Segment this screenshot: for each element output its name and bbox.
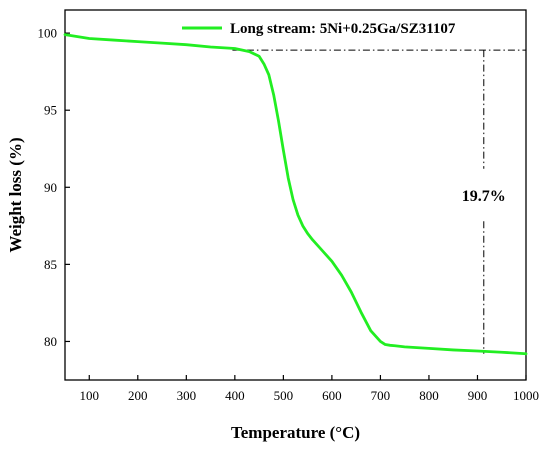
- annotation-label: 19.7%: [462, 188, 506, 205]
- y-tick-label: 95: [44, 103, 57, 118]
- x-axis-ticks: 100 200 300 400 500 600 700 800 900 1000: [80, 375, 539, 403]
- plot-frame: [64, 9, 527, 381]
- series-line: [63, 33, 528, 356]
- x-tick-label: 1000: [513, 388, 539, 403]
- y-tick-label: 90: [44, 180, 57, 195]
- x-tick-label: 100: [80, 388, 100, 403]
- x-tick-label: 600: [322, 388, 342, 403]
- x-tick-label: 900: [468, 388, 488, 403]
- y-axis-ticks: 80 85 90 95 100: [38, 26, 70, 349]
- x-tick-label: 700: [371, 388, 391, 403]
- x-tick-label: 400: [225, 388, 245, 403]
- x-axis-title: Temperature (°C): [231, 423, 360, 442]
- x-tick-label: 500: [274, 388, 294, 403]
- legend-label: Long stream: 5Ni+0.25Ga/SZ31107: [230, 21, 456, 37]
- reference-lines: [232, 49, 526, 354]
- x-tick-label: 800: [419, 388, 439, 403]
- x-tick-label: 200: [128, 388, 148, 403]
- y-tick-label: 80: [44, 334, 57, 349]
- x-tick-label: 300: [177, 388, 197, 403]
- legend: Long stream: 5Ni+0.25Ga/SZ31107: [182, 21, 456, 37]
- y-tick-label: 100: [38, 26, 58, 41]
- y-tick-label: 85: [44, 257, 57, 272]
- y-axis-title: Weight loss (%): [6, 137, 25, 252]
